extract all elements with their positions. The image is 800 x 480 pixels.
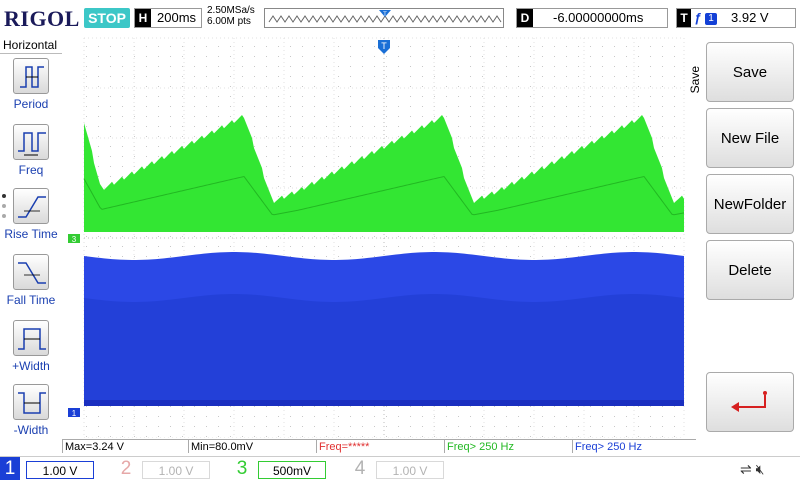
delete-button[interactable]: Delete xyxy=(706,240,794,300)
ch1-offset-label: 1 xyxy=(72,409,77,418)
measure-negative-width-button[interactable]: -Width xyxy=(0,384,62,437)
memory-overview-strip[interactable]: T xyxy=(264,8,504,28)
delay-box[interactable]: D -6.00000000ms xyxy=(516,8,668,28)
ch3-waveform-inner xyxy=(83,175,685,216)
measure-period-button[interactable]: Period xyxy=(0,58,62,111)
readout-max[interactable]: Max=3.24 V xyxy=(62,439,188,453)
acquisition-info: 2.50MSa/s 6.00M pts xyxy=(207,5,255,27)
trigger-level: 3.92 V xyxy=(731,10,769,25)
page-dot xyxy=(2,204,6,208)
readout-freq-ch3-a[interactable]: Freq> 250 Hz xyxy=(444,439,572,453)
measure-rise-time-button[interactable]: Rise Time xyxy=(0,188,62,241)
new-file-button[interactable]: New File xyxy=(706,108,794,168)
measure-fall-time-label: Fall Time xyxy=(6,293,56,307)
page-dots xyxy=(2,194,8,224)
frequency-icon xyxy=(13,124,49,160)
status-icons: ⇌ 🔇︎ xyxy=(740,461,764,478)
top-status-bar: RIGOL STOP H 200ms 2.50MSa/s 6.00M pts T … xyxy=(0,0,800,36)
waveform-display[interactable]: T 3 1 xyxy=(62,36,702,438)
save-button[interactable]: Save xyxy=(706,42,794,102)
delay-label: D xyxy=(517,9,533,27)
ch1-offset-marker[interactable]: 1 xyxy=(68,408,80,418)
measure-negative-width-label: -Width xyxy=(13,423,49,437)
positive-width-icon xyxy=(13,320,49,356)
trigger-label: T xyxy=(677,9,691,27)
waveform-canvas: T 3 1 xyxy=(68,37,696,438)
rising-edge-icon: ƒ xyxy=(694,10,702,25)
horizontal-label: H xyxy=(135,9,151,27)
fall-time-icon xyxy=(13,254,49,290)
readout-min[interactable]: Min=80.0mV xyxy=(188,439,316,453)
measure-period-label: Period xyxy=(13,97,49,111)
channel-2-scale: 1.00 V xyxy=(142,461,210,479)
speaker-mute-icon[interactable]: 🔇︎ xyxy=(755,461,765,477)
ch3-baseline xyxy=(84,226,684,232)
measure-freq-button[interactable]: Freq xyxy=(0,124,62,177)
memory-depth: 6.00M pts xyxy=(207,16,251,27)
sample-rate: 2.50MSa/s xyxy=(207,5,255,16)
page-dot xyxy=(2,214,6,218)
usb-icon: ⇌ xyxy=(740,461,752,477)
channel-3-number: 3 xyxy=(236,458,248,479)
channel-1-number: 1 xyxy=(0,457,20,480)
save-softkey-menu: Save Save New File NewFolder Delete xyxy=(686,36,800,456)
measure-category-title: Horizontal xyxy=(0,36,62,54)
negative-width-icon xyxy=(13,384,49,420)
new-folder-button[interactable]: NewFolder xyxy=(706,174,794,234)
channel-4-scale: 1.00 V xyxy=(376,461,444,479)
run-status-badge[interactable]: STOP xyxy=(84,8,130,28)
channel-3-scale: 500mV xyxy=(258,461,326,479)
delay-value: -6.00000000ms xyxy=(553,10,644,25)
measure-menu: Horizontal Period Freq Rise Time Fall Ti… xyxy=(0,36,62,456)
rise-time-icon xyxy=(13,188,49,224)
ch3-offset-marker[interactable]: 3 xyxy=(68,234,80,244)
trigger-position-marker[interactable]: T xyxy=(378,40,390,54)
memory-trigger-letter: T xyxy=(383,12,387,18)
back-button[interactable] xyxy=(706,372,794,432)
memory-strip-graphic: T xyxy=(268,10,502,23)
measure-rise-time-label: Rise Time xyxy=(4,227,58,241)
measure-positive-width-label: +Width xyxy=(12,359,50,373)
memory-trigger-marker-icon xyxy=(379,10,391,17)
ch3-waveform-envelope xyxy=(84,115,684,232)
rigol-logo: RIGOL xyxy=(4,6,80,31)
channel-2-number: 2 xyxy=(120,458,132,479)
ch3-offset-label: 3 xyxy=(72,235,77,244)
period-icon xyxy=(13,58,49,94)
channel-1-scale: 1.00 V xyxy=(26,461,94,479)
timebase-value: 200ms xyxy=(157,10,197,25)
channel-4-number: 4 xyxy=(354,458,366,479)
save-menu-title: Save xyxy=(688,66,702,94)
measure-fall-time-button[interactable]: Fall Time xyxy=(0,254,62,307)
timebase-box[interactable]: H 200ms xyxy=(134,8,202,28)
readout-freq-ch1[interactable]: Freq=***** xyxy=(316,439,444,453)
readout-freq-ch3-b[interactable]: Freq> 250 Hz xyxy=(572,439,696,453)
measure-freq-label: Freq xyxy=(18,163,44,177)
return-arrow-icon xyxy=(731,391,767,412)
ch1-waveform-dense-band xyxy=(84,294,684,406)
channel-bar: 1 1.00 V 2 1.00 V 3 500mV 4 1.00 V ⇌ 🔇︎ xyxy=(0,456,800,480)
trigger-source-badge: 1 xyxy=(705,12,717,25)
trigger-position-letter: T xyxy=(381,41,387,51)
page-dot xyxy=(2,194,6,198)
measure-positive-width-button[interactable]: +Width xyxy=(0,320,62,373)
measurement-readouts: Max=3.24 V Min=80.0mV Freq=***** Freq> 2… xyxy=(62,438,702,454)
ch1-baseline xyxy=(84,400,684,406)
